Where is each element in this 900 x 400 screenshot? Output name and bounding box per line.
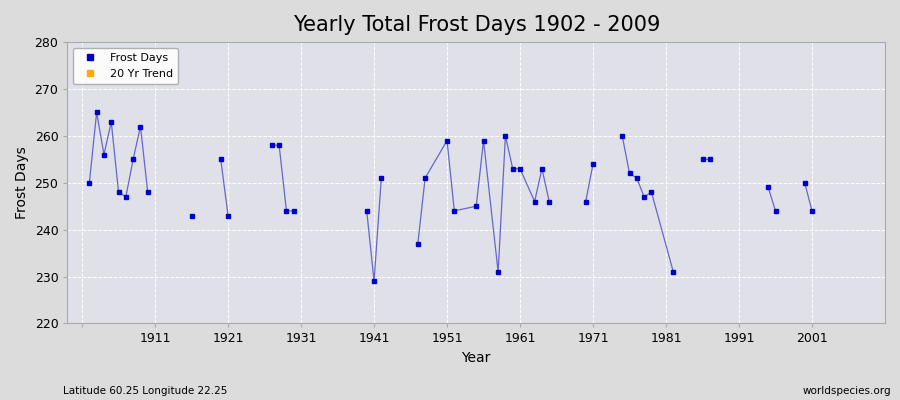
- X-axis label: Year: Year: [462, 351, 490, 365]
- Text: worldspecies.org: worldspecies.org: [803, 386, 891, 396]
- Legend: Frost Days, 20 Yr Trend: Frost Days, 20 Yr Trend: [73, 48, 178, 84]
- Title: Yearly Total Frost Days 1902 - 2009: Yearly Total Frost Days 1902 - 2009: [292, 15, 660, 35]
- Y-axis label: Frost Days: Frost Days: [15, 146, 29, 219]
- Text: Latitude 60.25 Longitude 22.25: Latitude 60.25 Longitude 22.25: [63, 386, 228, 396]
